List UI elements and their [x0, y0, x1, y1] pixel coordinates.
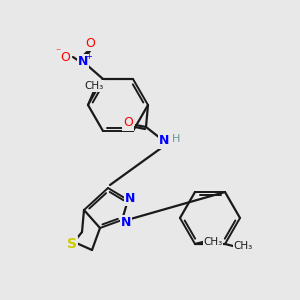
Text: N: N [121, 215, 131, 229]
Text: CH₃: CH₃ [203, 237, 223, 247]
Text: N: N [125, 191, 135, 205]
Text: H: H [172, 134, 180, 144]
Text: +: + [85, 52, 92, 61]
Text: O: O [85, 37, 95, 50]
Text: O: O [60, 50, 70, 64]
Text: S: S [67, 237, 77, 251]
Text: N: N [159, 134, 169, 148]
Text: O: O [123, 116, 133, 130]
Text: ⁻: ⁻ [56, 47, 61, 57]
Text: CH₃: CH₃ [233, 241, 253, 251]
Text: CH₃: CH₃ [84, 81, 104, 91]
Text: N: N [78, 55, 88, 68]
